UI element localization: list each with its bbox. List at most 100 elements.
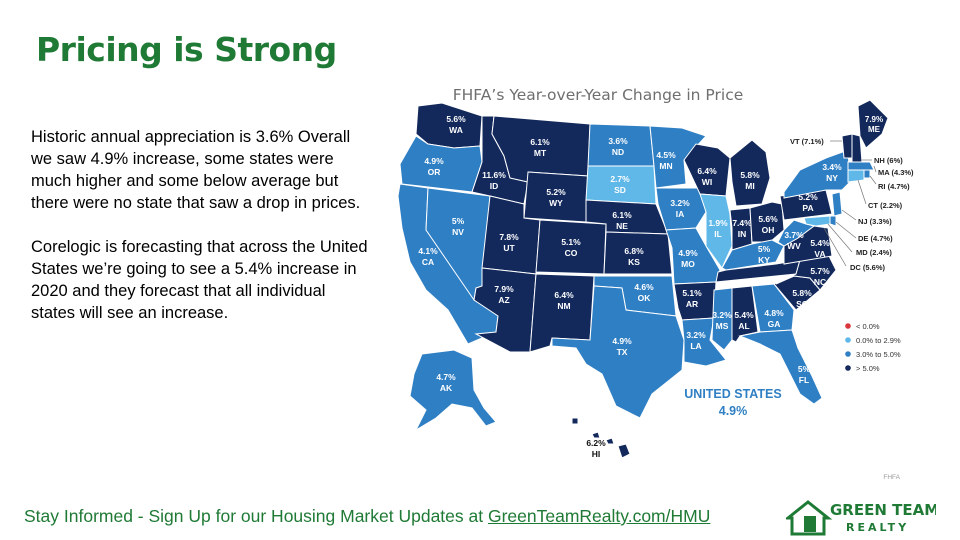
map-source: FHFA: [883, 474, 900, 481]
state-abbr: HI: [592, 449, 601, 459]
state-ct: [847, 169, 865, 183]
callout-vt: VT (7.1%): [790, 137, 824, 146]
state-abbr: CO: [565, 248, 578, 258]
state-abbr: AR: [686, 299, 698, 309]
house-icon: GREEN TEAM REALTY: [786, 500, 936, 536]
state-wv: 3.7% WV: [777, 219, 816, 251]
state-abbr: CA: [422, 257, 434, 267]
state-label: 7.9%: [494, 284, 514, 294]
state-co: 5.1% CO: [535, 219, 607, 275]
state-label: 11.6%: [482, 170, 506, 180]
state-abbr: GA: [768, 319, 781, 329]
state-label: 5.4%: [734, 310, 754, 320]
state-ak: 4.7% AK: [409, 349, 497, 432]
state-label: 3.7%: [784, 230, 804, 240]
footer-text: Stay Informed - Sign Up for our Housing …: [24, 506, 488, 526]
state-mn: 4.5% MN: [649, 125, 707, 189]
state-abbr: NC: [814, 277, 826, 287]
state-label: 3.6%: [608, 136, 628, 146]
footer-link[interactable]: GreenTeamRealty.com/HMU: [487, 506, 711, 526]
state-label: 6.1%: [612, 210, 632, 220]
state-label: 6.1%: [530, 137, 550, 147]
state-abbr: MT: [534, 148, 547, 158]
state-label: 4.7%: [436, 372, 456, 382]
state-label: 2.7%: [610, 174, 630, 184]
state-label: 5.8%: [740, 170, 760, 180]
state-label: 5.6%: [446, 114, 466, 124]
logo-line2: REALTY: [846, 521, 909, 534]
state-il: 1.9% IL: [699, 193, 733, 269]
callout-ct: CT (2.2%): [868, 201, 903, 210]
state-abbr: PA: [802, 203, 813, 213]
map-title: FHFA’s Year-over-Year Change in Price: [453, 86, 744, 104]
legend-label: 3.0% to 5.0%: [856, 350, 901, 359]
state-abbr: FL: [799, 375, 809, 385]
us-map-svg: FHFA’s Year-over-Year Change in Price 5.…: [397, 86, 914, 481]
state-nh: [851, 133, 863, 163]
state-abbr: ND: [612, 147, 624, 157]
state-abbr: WI: [702, 177, 712, 187]
green-team-logo: GREEN TEAM REALTY: [786, 496, 936, 536]
state-abbr: NE: [616, 221, 628, 231]
state-label: 6.3%: [741, 279, 759, 288]
state-tx: 4.9% TX: [551, 285, 685, 419]
state-abbr: SD: [614, 185, 626, 195]
state-label: 5.2%: [798, 192, 818, 202]
state-label: 7.9%: [865, 115, 883, 124]
state-label: 5%: [452, 216, 465, 226]
footer: Stay Informed - Sign Up for our Housing …: [24, 506, 710, 527]
state-abbr: OH: [762, 225, 775, 235]
us-label: UNITED STATES: [684, 387, 781, 401]
state-ny: 3.4% NY: [783, 149, 851, 199]
state-label: 5.6%: [758, 214, 778, 224]
fhfa-map: FHFA’s Year-over-Year Change in Price 5.…: [380, 78, 920, 488]
state-abbr: KS: [628, 257, 640, 267]
state-label: 5.8%: [792, 288, 812, 298]
state-vt: [841, 133, 853, 159]
state-abbr: WA: [449, 125, 463, 135]
state-ks: 6.8% KS: [603, 231, 673, 275]
state-label: 5%: [798, 364, 811, 374]
state-abbr: UT: [503, 243, 515, 253]
state-label: 4.9%: [678, 248, 698, 258]
paragraph-appreciation: Historic annual appreciation is 3.6% Ove…: [31, 128, 361, 212]
state-label: 4.6%: [634, 282, 654, 292]
state-abbr: MS: [716, 321, 729, 331]
state-label: 4.1%: [418, 246, 438, 256]
state-abbr: NY: [826, 173, 838, 183]
state-nd: 3.6% ND: [587, 123, 655, 167]
state-hi: 6.2% HI: [571, 417, 631, 459]
state-abbr: AL: [738, 321, 749, 331]
state-me: 7.9% ME: [857, 99, 889, 149]
state-nj: [831, 191, 843, 217]
state-label: 6.8%: [624, 246, 644, 256]
state-wy: 5.2% WY: [523, 171, 589, 223]
state-mi: 5.8% MI: [729, 139, 771, 207]
state-abbr: ME: [868, 125, 881, 134]
state-abbr: NV: [452, 227, 464, 237]
callout-de: DE (4.7%): [858, 234, 893, 243]
state-label: 3.2%: [686, 330, 706, 340]
state-abbr: KY: [758, 255, 770, 265]
callout-ri: RI (4.7%): [878, 182, 910, 191]
state-label: 6.4%: [554, 290, 574, 300]
state-label: 6.4%: [697, 166, 717, 176]
callout-ma: MA (4.3%): [878, 168, 914, 177]
state-label: 4.5%: [656, 150, 676, 160]
state-abbr: MI: [745, 181, 754, 191]
state-label: 5.1%: [682, 288, 702, 298]
state-label: 4.9%: [424, 156, 444, 166]
state-abbr: OR: [428, 167, 441, 177]
state-label: 5.1%: [561, 237, 581, 247]
legend-label: < 0.0%: [856, 322, 880, 331]
logo-line1: GREEN TEAM: [830, 501, 936, 519]
us-value: 4.9%: [719, 404, 748, 418]
state-ri: [863, 169, 871, 179]
state-oh: 5.6% OH: [749, 201, 785, 243]
state-abbr: TX: [617, 347, 628, 357]
state-wa: 5.6% WA: [415, 102, 483, 149]
state-abbr: SC: [796, 299, 808, 309]
state-label: 1.9%: [708, 218, 728, 228]
callout-md: MD (2.4%): [856, 248, 892, 257]
state-label: 4.9%: [612, 336, 632, 346]
